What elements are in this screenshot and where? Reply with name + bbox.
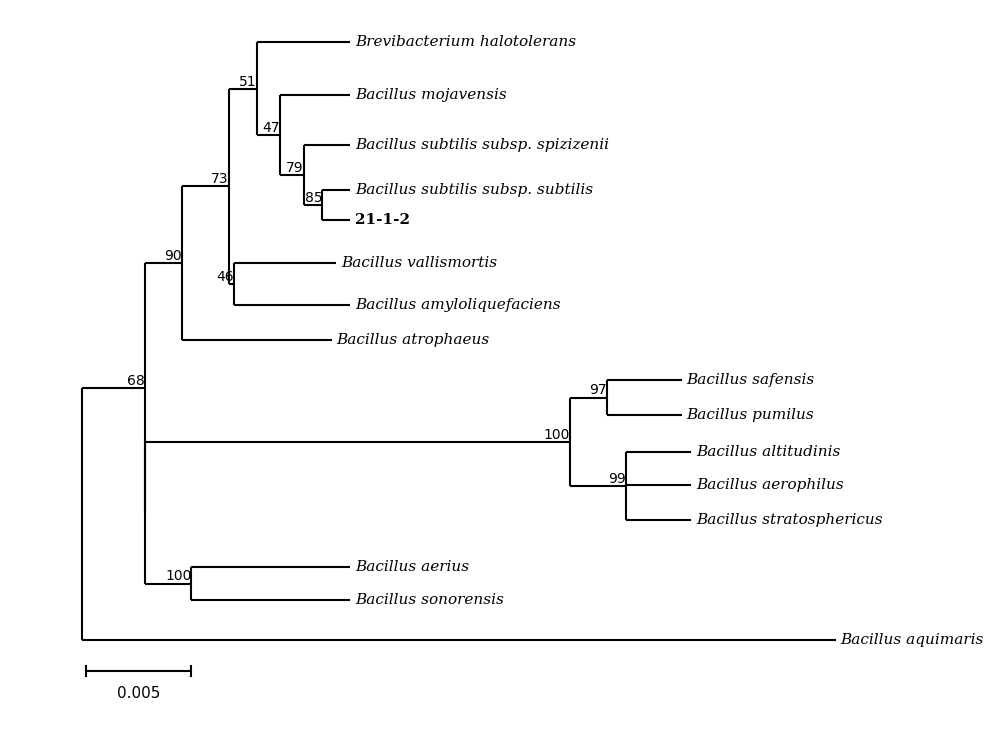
Text: Bacillus aerophilus: Bacillus aerophilus: [696, 478, 844, 492]
Text: Bacillus altitudinis: Bacillus altitudinis: [696, 445, 840, 459]
Text: 51: 51: [239, 74, 257, 88]
Text: Bacillus sonorensis: Bacillus sonorensis: [355, 593, 504, 607]
Text: 90: 90: [165, 249, 182, 263]
Text: Bacillus vallismortis: Bacillus vallismortis: [341, 256, 497, 270]
Text: Bacillus atrophaeus: Bacillus atrophaeus: [336, 333, 490, 347]
Text: Bacillus aerius: Bacillus aerius: [355, 560, 469, 574]
Text: Bacillus subtilis subsp. spizizenii: Bacillus subtilis subsp. spizizenii: [355, 138, 609, 152]
Text: 0.005: 0.005: [117, 686, 160, 701]
Text: 100: 100: [543, 428, 570, 442]
Text: 85: 85: [305, 191, 322, 205]
Text: 21-1-2: 21-1-2: [355, 213, 410, 227]
Text: Bacillus safensis: Bacillus safensis: [687, 373, 815, 387]
Text: Bacillus aquimaris: Bacillus aquimaris: [841, 633, 984, 647]
Text: 73: 73: [211, 172, 229, 186]
Text: Bacillus subtilis subsp. subtilis: Bacillus subtilis subsp. subtilis: [355, 183, 593, 197]
Text: Bacillus stratosphericus: Bacillus stratosphericus: [696, 513, 883, 527]
Text: 99: 99: [608, 472, 626, 486]
Text: Bacillus mojavensis: Bacillus mojavensis: [355, 88, 507, 102]
Text: 46: 46: [216, 270, 234, 284]
Text: Bacillus pumilus: Bacillus pumilus: [687, 408, 814, 422]
Text: Brevibacterium halotolerans: Brevibacterium halotolerans: [355, 35, 576, 49]
Text: 100: 100: [165, 570, 191, 584]
Text: 47: 47: [263, 121, 280, 135]
Text: 79: 79: [286, 161, 304, 175]
Text: Bacillus amyloliquefaciens: Bacillus amyloliquefaciens: [355, 298, 561, 312]
Text: 68: 68: [127, 374, 145, 388]
Text: 97: 97: [590, 383, 607, 397]
